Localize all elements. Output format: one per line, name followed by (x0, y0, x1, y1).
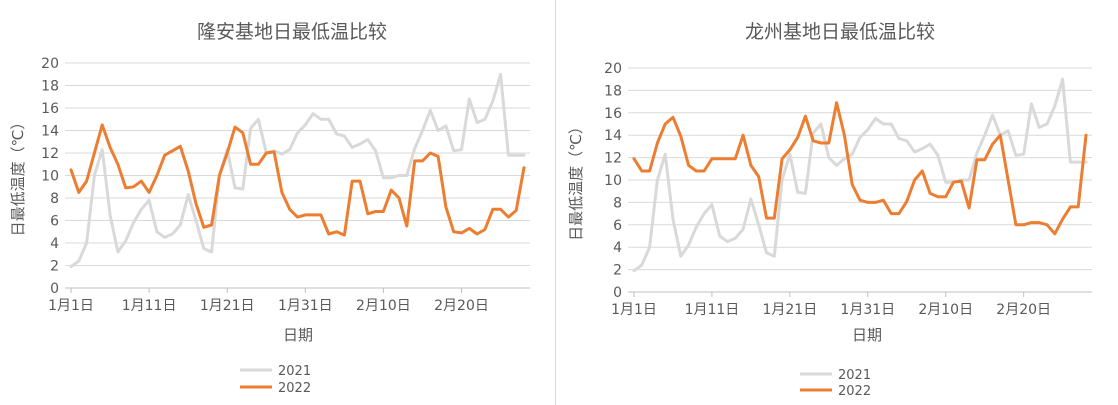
x-tick-label: 1月11日 (685, 302, 740, 318)
y-tick-label: 6 (50, 214, 59, 230)
chart-title: 龙州基地日最低温比较 (745, 21, 935, 43)
x-axis-label: 日期 (852, 326, 882, 344)
legend-label-2021: 2021 (278, 364, 311, 379)
legend-label-2022: 2022 (278, 381, 311, 396)
y-tick-label: 10 (604, 173, 622, 189)
y-tick-label: 8 (613, 195, 622, 211)
y-tick-label: 6 (613, 218, 622, 234)
y-tick-label: 12 (604, 151, 622, 167)
x-tick-label: 1月1日 (48, 298, 94, 314)
x-tick-label: 1月1日 (611, 302, 657, 318)
y-tick-label: 4 (50, 236, 59, 252)
x-tick-label: 2月10日 (918, 302, 973, 318)
y-tick-label: 16 (604, 106, 622, 122)
x-tick-label: 1月21日 (762, 302, 817, 318)
series-line-2022 (69, 123, 526, 237)
y-axis-label: 日最低温度（℃） (9, 115, 27, 237)
y-tick-label: 14 (41, 124, 59, 140)
y-tick-label: 16 (41, 101, 59, 117)
y-tick-label: 2 (50, 259, 59, 275)
panel-divider (555, 0, 556, 405)
y-tick-label: 18 (41, 79, 59, 95)
x-axis-label: 日期 (283, 326, 313, 344)
x-tick-label: 1月31日 (840, 302, 895, 318)
x-tick-label: 2月20日 (996, 302, 1051, 318)
y-tick-label: 20 (41, 56, 59, 72)
x-tick-label: 1月31日 (278, 298, 333, 314)
y-tick-label: 18 (604, 83, 622, 99)
y-tick-label: 8 (50, 191, 59, 207)
chart-title: 隆安基地日最低温比较 (197, 21, 387, 43)
x-tick-label: 1月21日 (200, 298, 255, 314)
x-tick-label: 2月20日 (434, 298, 489, 314)
y-tick-label: 10 (41, 169, 59, 185)
x-tick-label: 1月11日 (122, 298, 177, 314)
y-tick-label: 0 (50, 281, 59, 297)
y-tick-label: 12 (41, 146, 59, 162)
y-tick-label: 0 (613, 285, 622, 301)
series-line-2022 (632, 101, 1088, 236)
legend-label-2021: 2021 (838, 368, 871, 383)
series-line-2021 (69, 72, 526, 269)
chart-panel-longan: 隆安基地日最低温比较 0 2 4 6 8 10 12 14 16 18 20 1月1日 1月11日 1月21… (0, 0, 555, 405)
x-tick-label: 2月10日 (356, 298, 411, 314)
y-tick-label: 20 (604, 61, 622, 77)
series-line-2021 (632, 77, 1088, 273)
chart-panel-longzhou: 龙州基地日最低温比较 0 2 4 6 8 10 12 14 16 18 20 1月1日 1月11日 1月21… (558, 0, 1118, 405)
y-tick-label: 14 (604, 128, 622, 144)
legend-label-2022: 2022 (838, 384, 871, 399)
y-tick-label: 4 (613, 240, 622, 256)
chart-longzhou: 龙州基地日最低温比较 0 2 4 6 8 10 12 14 16 18 20 1月1日 1月11日 1月21… (567, 21, 1092, 399)
chart-longan: 隆安基地日最低温比较 0 2 4 6 8 10 12 14 16 18 20 1月1日 1月11日 1月21… (9, 21, 530, 396)
y-axis-label: 日最低温度（℃） (567, 119, 585, 241)
y-tick-label: 2 (613, 263, 622, 279)
